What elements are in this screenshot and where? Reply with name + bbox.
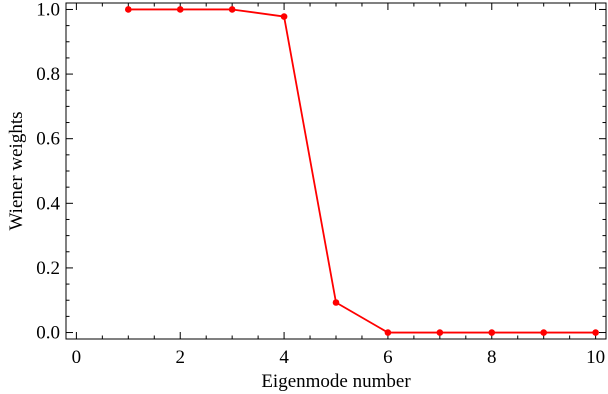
x-tick-label: 4 xyxy=(279,347,289,368)
data-point xyxy=(228,6,236,13)
x-tick-label: 8 xyxy=(487,347,497,368)
y-tick-label: 0.2 xyxy=(36,258,60,279)
series-line xyxy=(128,8,596,334)
tick-labels: 0 2 4 6 8 10 0.0 0.2 0.4 0.6 0.8 1.0 xyxy=(36,0,605,368)
x-tick-label: 6 xyxy=(383,347,393,368)
data-point xyxy=(592,329,599,336)
y-tick-label: 0.4 xyxy=(36,193,60,214)
x-tick-label: 2 xyxy=(175,347,185,368)
data-point xyxy=(176,6,184,13)
series-layer xyxy=(125,6,599,336)
y-tick-label: 0.8 xyxy=(36,64,60,85)
y-tick-label: 0.6 xyxy=(36,129,60,150)
data-point xyxy=(488,329,496,336)
y-axis-title: Wiener weights xyxy=(6,111,27,230)
y-tick-label: 0.0 xyxy=(36,323,60,344)
plot-frame xyxy=(65,2,607,340)
x-tick-label: 0 xyxy=(72,347,82,368)
data-point xyxy=(125,6,132,13)
x-axis-title: Eigenmode number xyxy=(261,371,411,392)
data-point xyxy=(332,299,340,306)
data-point xyxy=(280,13,288,20)
x-tick-label: 10 xyxy=(586,347,605,368)
y-tick-label: 1.0 xyxy=(36,0,60,20)
axis-ticks xyxy=(66,3,606,339)
data-point xyxy=(384,329,392,336)
data-point xyxy=(540,329,547,336)
data-point xyxy=(436,329,444,336)
